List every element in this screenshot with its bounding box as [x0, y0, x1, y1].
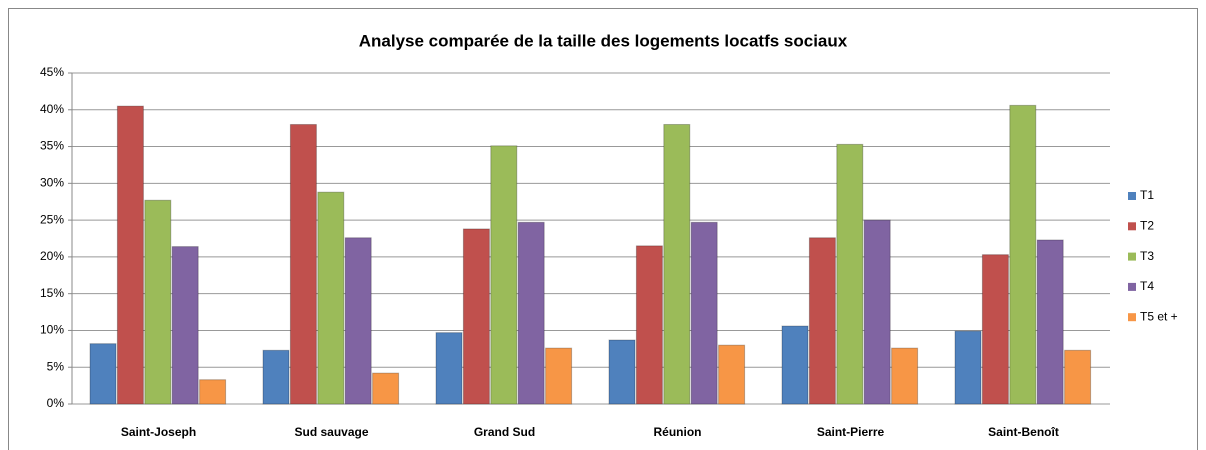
- legend-swatch: [1128, 192, 1136, 200]
- bar: [116, 105, 144, 405]
- legend-label: T4: [1140, 279, 1154, 293]
- legend-swatch: [1128, 252, 1136, 261]
- x-tick-label: Saint-Pierre: [817, 425, 885, 439]
- bar: [344, 237, 372, 405]
- chart-title: Analyse comparée de la taille des logeme…: [359, 31, 848, 50]
- bar: [262, 349, 290, 405]
- bar: [863, 219, 891, 405]
- bar: [1064, 349, 1092, 405]
- bar: [608, 339, 636, 405]
- legend-label: T3: [1140, 249, 1154, 263]
- bar: [954, 330, 982, 405]
- legend-swatch: [1128, 313, 1136, 322]
- bar: [171, 246, 199, 405]
- y-tick-label: 0%: [47, 396, 65, 410]
- y-tick-label: 45%: [40, 65, 64, 79]
- bar: [808, 237, 836, 405]
- bar: [781, 325, 809, 405]
- bar: [690, 221, 718, 405]
- x-tick-label: Réunion: [654, 425, 702, 439]
- bar: [490, 145, 518, 405]
- bar: [289, 123, 317, 405]
- legend-label: T1: [1140, 188, 1154, 202]
- bar: [635, 245, 663, 405]
- bar: [372, 372, 400, 405]
- bar: [1036, 239, 1064, 405]
- bar: [836, 143, 864, 405]
- bar: [144, 199, 172, 405]
- y-tick-label: 30%: [40, 176, 64, 190]
- bar: [462, 228, 490, 405]
- x-tick-label: Saint-Joseph: [121, 425, 196, 439]
- bar: [199, 379, 227, 405]
- legend-label: T2: [1140, 218, 1154, 232]
- y-tick-label: 15%: [40, 286, 64, 300]
- legend-swatch: [1128, 282, 1136, 291]
- x-tick-label: Saint-Benoît: [988, 425, 1059, 439]
- bar: [545, 347, 573, 405]
- bar: [317, 191, 345, 405]
- bar: [718, 344, 746, 405]
- x-tick-label: Sud sauvage: [294, 425, 368, 439]
- bar: [1009, 104, 1037, 405]
- bar: [891, 347, 919, 405]
- y-tick-label: 35%: [40, 139, 64, 153]
- y-tick-label: 20%: [40, 249, 64, 263]
- y-tick-label: 25%: [40, 212, 64, 226]
- y-tick-label: 10%: [40, 323, 64, 337]
- bar: [89, 343, 117, 405]
- y-tick-label: 40%: [40, 102, 64, 116]
- legend-swatch: [1128, 222, 1136, 231]
- y-tick-label: 5%: [47, 359, 65, 373]
- bar: [435, 332, 463, 405]
- bar: [981, 254, 1009, 405]
- x-tick-label: Grand Sud: [474, 425, 535, 439]
- bar: [663, 123, 691, 405]
- legend-label: T5 et +: [1140, 309, 1178, 323]
- bar: [517, 221, 545, 405]
